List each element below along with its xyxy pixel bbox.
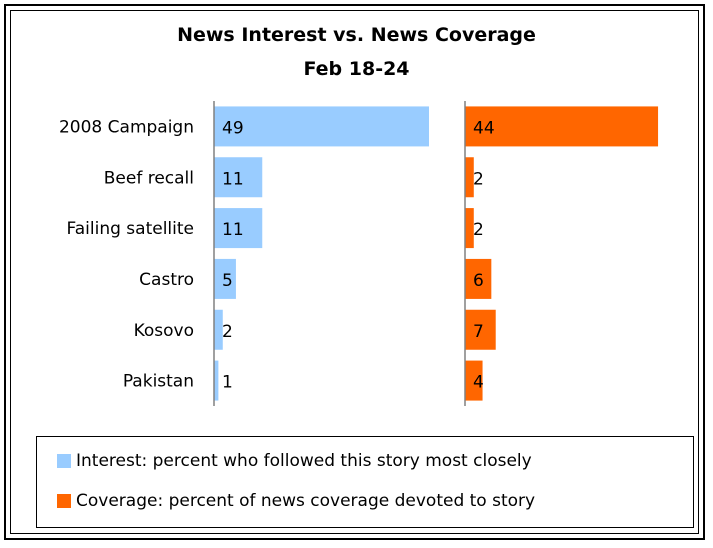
category-label: Pakistan (123, 372, 194, 392)
coverage-value-label: 2 (473, 169, 484, 189)
category-label: Beef recall (104, 168, 194, 188)
legend-swatch-coverage (57, 494, 71, 508)
interest-bar (214, 360, 219, 401)
category-label: 2008 Campaign (59, 117, 194, 137)
legend-item-interest: Interest: percent who followed this stor… (57, 451, 532, 471)
coverage-value-label: 7 (473, 322, 484, 342)
coverage-bar (465, 360, 483, 401)
coverage-value-label: 2 (473, 220, 484, 240)
coverage-value-label: 4 (473, 373, 484, 393)
interest-value-label: 11 (222, 220, 244, 240)
coverage-bar (465, 258, 492, 299)
interest-bar (214, 157, 263, 198)
coverage-bar (465, 106, 659, 147)
legend-swatch-interest (57, 454, 71, 468)
interest-bar (214, 106, 429, 147)
chart-subtitle: Feb 18-24 (303, 58, 410, 80)
interest-bar (214, 258, 236, 299)
category-label: Failing satellite (67, 219, 194, 239)
outer-frame (4, 4, 705, 540)
chart-title: News Interest vs. News Coverage (177, 24, 536, 46)
coverage-value-label: 44 (473, 118, 495, 138)
coverage-bar (465, 208, 474, 249)
interest-value-label: 1 (222, 373, 233, 393)
category-label: Kosovo (134, 321, 194, 341)
legend-item-coverage: Coverage: percent of news coverage devot… (57, 491, 535, 511)
coverage-bar (465, 157, 474, 198)
legend: Interest: percent who followed this stor… (36, 436, 694, 528)
interest-value-label: 5 (222, 271, 233, 291)
inner-frame (10, 10, 699, 534)
coverage-bar (465, 309, 496, 350)
interest-value-label: 11 (222, 169, 244, 189)
interest-bar (214, 309, 223, 350)
coverage-value-label: 6 (473, 271, 484, 291)
legend-label-coverage: Coverage: percent of news coverage devot… (76, 491, 536, 511)
interest-value-label: 49 (222, 118, 244, 138)
legend-label-interest: Interest: percent who followed this stor… (76, 451, 532, 471)
category-label: Castro (139, 270, 194, 290)
interest-value-label: 2 (222, 322, 233, 342)
interest-bar (214, 208, 263, 249)
